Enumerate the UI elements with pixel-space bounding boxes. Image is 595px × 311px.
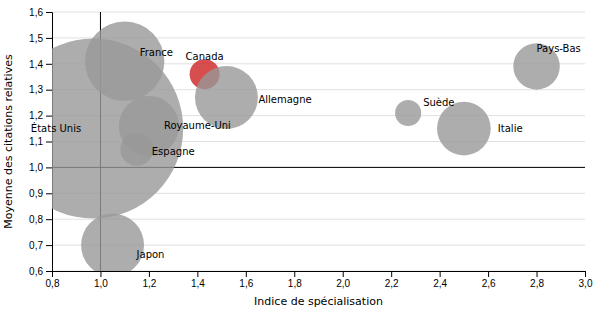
tick-mark [197,271,198,277]
tick-label: 1,6 [29,7,43,18]
tick: 1,0 [94,271,108,289]
chart: 0,81,01,21,41,61,82,02,22,42,62,83,00,60… [0,0,595,311]
tick-mark [46,142,52,143]
bubble [395,100,421,126]
grid-line [52,219,585,220]
tick: 1,6 [239,271,253,289]
tick: 1,1 [29,136,52,147]
tick-mark [46,64,52,65]
bubble-label: Royaume-Uni [164,120,231,131]
bubble [120,133,153,166]
tick: 2,0 [336,271,350,289]
tick: 2,2 [385,271,399,289]
tick-label: 1,1 [29,136,43,147]
tick-mark [100,271,101,277]
bubble-labels: États Unis France Royaume-Uni Espagne Japon C… [31,43,581,260]
tick-mark [46,38,52,39]
tick-label: 2,4 [433,278,447,289]
tick-mark [294,271,295,277]
bubble-label: Japon [136,249,165,260]
tick: 0,9 [29,188,52,199]
tick-label: 1,6 [239,278,253,289]
tick: 1,4 [191,271,205,289]
tick-mark [537,271,538,277]
tick-label: 0,6 [29,266,43,277]
tick-mark [46,219,52,220]
tick-mark [46,116,52,117]
tick-label: 1,0 [29,162,43,173]
tick-label: 1,2 [29,110,43,121]
tick-mark [46,167,52,168]
tick-mark [585,271,586,277]
tick-mark [440,271,441,277]
tick: 1,2 [142,271,156,289]
bubbles [52,22,560,271]
tick-label: 2,2 [385,278,399,289]
tick: 1,0 [29,162,52,173]
bubble [437,102,491,156]
tick-label: 1,4 [29,59,43,70]
plot-area: 0,81,01,21,41,61,82,02,22,42,62,83,00,60… [3,7,593,289]
tick: 0,8 [29,214,52,225]
tick: 1,4 [29,59,52,70]
bubble-label: Pays-Bas [537,43,581,54]
tick-label: 1,8 [288,278,302,289]
tick-label: 2,6 [482,278,496,289]
tick: 1,8 [288,271,302,289]
tick-mark [46,245,52,246]
axis-line [46,13,53,272]
tick: 2,4 [433,271,447,289]
bubble-label: Suède [423,97,454,108]
tick: 0,7 [29,240,52,251]
tick-mark [149,271,150,277]
tick: 0,8 [46,271,60,289]
tick-label: 1,3 [29,84,43,95]
tick-label: 2,8 [530,278,544,289]
tick: 1,2 [29,110,52,121]
bubble-label: Espagne [152,146,195,157]
axis-line [53,272,586,278]
y-axis-title: Moyenne des citations relatives [2,54,15,229]
bubble [81,214,144,271]
tick-mark [46,12,52,13]
bubble-label: France [140,47,173,58]
tick-label: 0,8 [46,278,60,289]
tick: 0,6 [29,266,52,277]
bubble-label: Allemagne [258,94,311,105]
x-axis: 0,8 1,0 1,2 1,4 1,6 1,8 2,0 2,2 2,4 2,6 2,8 3,0 [46,271,593,289]
tick-label: 1,0 [94,278,108,289]
tick-label: 2,0 [336,278,350,289]
tick: 1,6 [29,7,52,18]
tick-label: 1,5 [29,33,43,44]
tick-label: 1,4 [191,278,205,289]
y-axis: 0,6 0,7 0,8 0,9 1,0 1,1 1,2 1,3 1,4 1,5 1,6 [29,7,52,277]
x-axis-title: Indice de spécialisation [254,295,383,308]
tick-mark [46,193,52,194]
bubble-label: Canada [186,51,224,62]
tick: 3,0 [579,271,593,289]
tick: 1,5 [29,33,52,44]
tick-mark [391,271,392,277]
tick-mark [488,271,489,277]
tick-mark [46,271,52,272]
tick: 2,8 [530,271,544,289]
tick-label: 1,2 [142,278,156,289]
tick: 1,3 [29,84,52,95]
tick-label: 0,8 [29,214,43,225]
tick-mark [46,90,52,91]
bubble-label: Italie [498,123,523,134]
tick-label: 3,0 [579,278,593,289]
tick-label: 0,7 [29,240,43,251]
tick-label: 0,9 [29,188,43,199]
bubble-label: États Unis [31,122,81,134]
tick-mark [246,271,247,277]
bubble [85,22,164,101]
tick: 2,6 [482,271,496,289]
grid-line [52,12,585,13]
tick-mark [343,271,344,277]
